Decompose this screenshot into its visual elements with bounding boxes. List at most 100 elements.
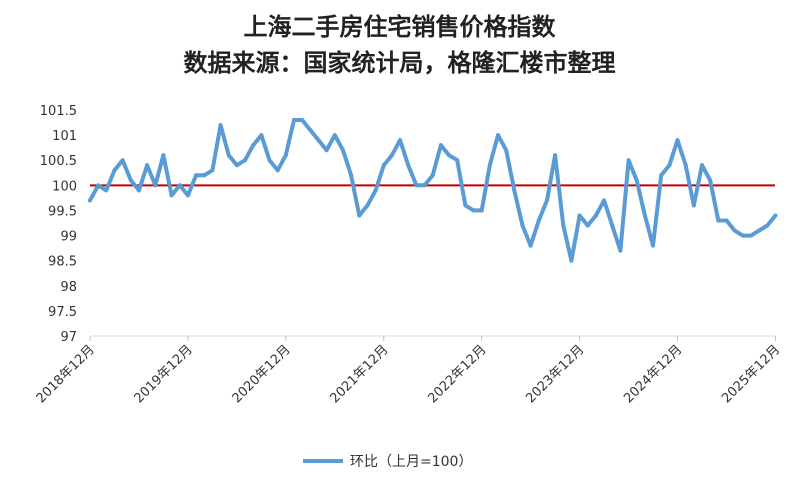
data-point	[308, 128, 313, 133]
data-point	[626, 158, 631, 163]
data-point	[512, 188, 517, 193]
data-point	[544, 198, 549, 203]
data-point	[683, 163, 688, 168]
y-tick-label: 98	[60, 280, 77, 295]
data-point	[177, 183, 182, 188]
data-point	[349, 173, 354, 178]
chart-subtitle: 数据来源：国家统计局，格隆汇楼市整理	[183, 48, 616, 77]
data-point	[381, 163, 386, 168]
data-point	[283, 153, 288, 158]
data-point	[487, 163, 492, 168]
data-point	[226, 153, 231, 158]
data-point	[602, 198, 607, 203]
x-axis: 2018年12月 2019年12月 2020年12月 2021年12月 2022年12月…	[34, 336, 783, 406]
data-point	[324, 148, 329, 153]
data-point	[104, 188, 109, 193]
data-point	[275, 168, 280, 173]
y-axis: 97 97.5 98 98.5 99 99.5 100 100.5 101 101.5	[40, 104, 77, 345]
data-point	[210, 168, 215, 173]
data-point	[691, 203, 696, 208]
data-point	[642, 213, 647, 218]
data-point	[128, 178, 133, 183]
x-tick-label: 2019年12月	[132, 342, 196, 406]
data-point	[365, 203, 370, 208]
data-point	[194, 173, 199, 178]
series-line-mom-index	[88, 118, 778, 263]
data-point	[332, 133, 337, 138]
y-tick-label: 98.5	[48, 255, 77, 270]
data-point	[577, 213, 582, 218]
data-point	[651, 243, 656, 248]
data-point	[520, 223, 525, 228]
data-point	[610, 223, 615, 228]
data-point	[447, 153, 452, 158]
data-point	[528, 243, 533, 248]
data-point	[136, 188, 141, 193]
data-point	[634, 178, 639, 183]
data-points	[88, 118, 778, 263]
data-point	[161, 153, 166, 158]
x-tick-label: 2024年12月	[621, 342, 685, 406]
data-point	[96, 183, 101, 188]
data-point	[708, 178, 713, 183]
data-point	[267, 158, 272, 163]
data-point	[120, 158, 125, 163]
data-point	[243, 158, 248, 163]
data-point	[259, 133, 264, 138]
data-point	[169, 193, 174, 198]
data-point	[373, 188, 378, 193]
y-tick-label: 100.5	[40, 154, 77, 169]
data-point	[553, 153, 558, 158]
data-point	[536, 218, 541, 223]
data-point	[561, 223, 566, 228]
data-point	[185, 193, 190, 198]
data-point	[340, 148, 345, 153]
data-point	[463, 203, 468, 208]
chart-title: 上海二手房住宅销售价格指数	[243, 12, 556, 41]
data-point	[675, 138, 680, 143]
y-tick-label: 101.5	[40, 104, 77, 119]
data-point	[479, 208, 484, 213]
data-point	[618, 248, 623, 253]
x-tick-label: 2023年12月	[523, 342, 587, 406]
data-point	[251, 143, 256, 148]
data-point	[724, 218, 729, 223]
data-point	[748, 233, 753, 238]
data-point	[504, 148, 509, 153]
y-tick-label: 101	[52, 129, 77, 144]
x-tick-label: 2020年12月	[230, 342, 294, 406]
y-tick-label: 97.5	[48, 305, 77, 320]
data-point	[569, 258, 574, 263]
x-tick-label: 2022年12月	[425, 342, 489, 406]
data-point	[700, 163, 704, 168]
data-point	[740, 233, 745, 238]
x-tick-label: 2021年12月	[327, 342, 391, 406]
legend: 环比（上月=100）	[303, 454, 472, 470]
data-point	[455, 158, 460, 163]
y-tick-label: 100	[52, 179, 77, 194]
data-point	[732, 228, 737, 233]
data-point	[218, 123, 223, 128]
data-point	[422, 183, 427, 188]
legend-label: 环比（上月=100）	[350, 454, 472, 470]
y-tick-label: 99.5	[48, 204, 77, 219]
data-point	[292, 118, 296, 123]
data-point	[496, 133, 500, 138]
data-point	[389, 153, 394, 158]
x-tick-label: 2018年12月	[34, 342, 98, 406]
data-point	[593, 213, 598, 218]
data-point	[234, 163, 239, 168]
data-point	[414, 183, 419, 188]
data-point	[316, 138, 321, 143]
data-point	[202, 173, 207, 178]
data-point	[773, 213, 778, 218]
data-point	[112, 168, 117, 173]
data-point	[659, 173, 664, 178]
data-point	[406, 163, 411, 168]
data-point	[757, 228, 762, 233]
data-point	[430, 173, 435, 178]
y-tick-label: 97	[60, 330, 77, 345]
data-point	[88, 198, 92, 203]
